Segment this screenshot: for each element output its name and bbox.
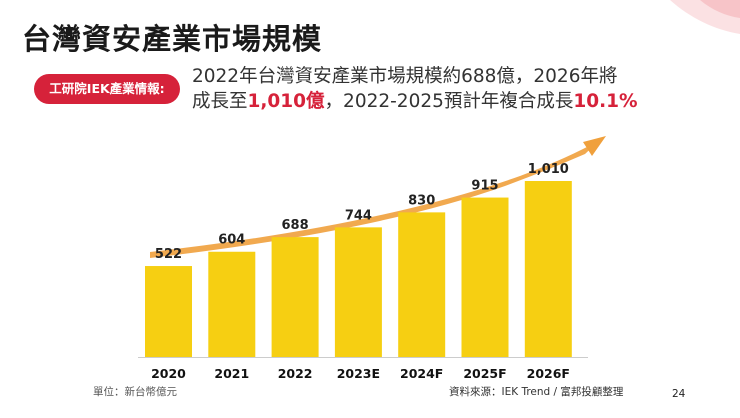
trend-arrow-head xyxy=(583,136,606,156)
value-label-2025F: 915 xyxy=(471,179,498,194)
value-label-2022: 688 xyxy=(282,218,309,233)
summary-mid: ，2022-2025預計年複合成長 xyxy=(324,91,574,112)
summary-prefix: 成長至 xyxy=(192,91,248,112)
unit-note: 單位：新台幣億元 xyxy=(93,386,177,398)
x-tick-2025F: 2025F xyxy=(463,366,506,381)
iek-badge: 工研院IEK產業情報: xyxy=(34,74,180,104)
x-tick-2021: 2021 xyxy=(214,366,249,381)
bar-2026F xyxy=(524,181,572,357)
x-tick-2024F: 2024F xyxy=(400,366,443,381)
bar-2020 xyxy=(145,266,192,357)
page-number: 24 xyxy=(672,388,686,400)
value-label-2024F: 830 xyxy=(408,193,435,208)
x-tick-2022: 2022 xyxy=(278,366,313,381)
x-tick-2020: 2020 xyxy=(151,366,186,381)
corner-decoration xyxy=(670,0,740,34)
bar-2025F xyxy=(461,197,509,357)
value-label-2023E: 744 xyxy=(345,208,372,223)
value-label-2026F: 1,010 xyxy=(528,162,569,177)
x-tick-2026F: 2026F xyxy=(527,366,570,381)
value-label-2020: 522 xyxy=(155,247,182,262)
highlight-cagr: 10.1% xyxy=(573,91,638,112)
x-tick-2023E: 2023E xyxy=(337,366,380,381)
bar-2022 xyxy=(271,237,319,357)
slide-title: 台灣資安產業市場規模 xyxy=(22,22,323,56)
bar-2021 xyxy=(208,251,256,357)
bar-2024F xyxy=(398,212,446,357)
source-note: 資料來源：IEK Trend / 富邦投顧整理 xyxy=(449,386,624,398)
summary-line-1: 2022年台灣資安產業市場規模約688億，2026年將 xyxy=(192,66,618,87)
highlight-2026-value: 1,010億 xyxy=(247,91,325,112)
summary-line-2: 成長至1,010億，2022-2025預計年複合成長10.1% xyxy=(192,89,732,114)
value-label-2021: 604 xyxy=(218,233,245,248)
bar-2023E xyxy=(334,227,382,357)
summary-text: 2022年台灣資安產業市場規模約688億，2026年將 成長至1,010億，20… xyxy=(192,64,732,114)
